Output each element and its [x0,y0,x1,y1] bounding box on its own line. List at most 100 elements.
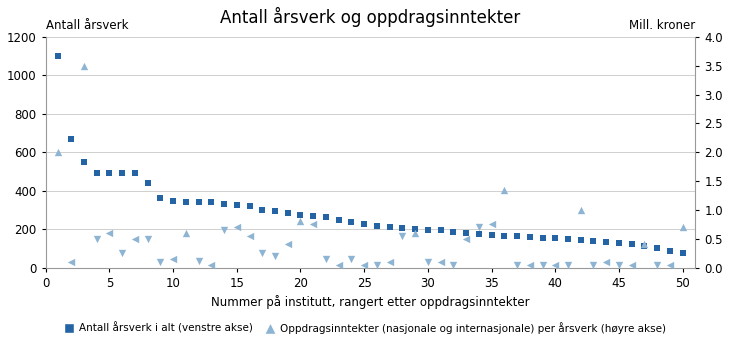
Point [371,262,383,268]
Point [588,262,599,268]
Point [435,259,447,264]
Point [116,170,128,176]
Point [295,219,307,224]
Point [511,233,523,239]
Point [677,224,688,230]
Point [256,250,268,256]
Point [499,233,510,239]
Point [575,207,587,213]
Point [307,222,319,227]
Point [639,242,650,247]
Point [485,222,497,227]
Point [562,262,574,268]
Point [116,250,128,256]
Point [218,201,230,207]
Point [53,54,64,59]
Title: Antall årsverk og oppdragsinntekter: Antall årsverk og oppdragsinntekter [220,7,520,27]
Point [78,159,90,165]
Point [104,230,115,236]
Point [345,220,357,225]
Point [664,262,676,268]
Point [677,250,688,256]
Point [167,256,179,262]
Point [626,242,637,247]
Point [180,230,192,236]
Point [639,244,650,249]
Point [358,262,370,268]
Point [142,180,153,186]
Point [410,230,421,236]
Point [78,63,90,69]
Point [129,170,141,176]
Point [422,259,434,264]
Point [562,236,574,241]
Point [473,231,485,237]
Point [333,218,345,223]
Point [422,227,434,233]
Point [626,262,637,268]
Point [524,234,536,239]
Point [575,237,587,243]
Point [473,224,485,230]
Point [550,262,561,268]
Legend: Antall årsverk i alt (venstre akse), Oppdragsinntekter (nasjonale og internasjon: Antall årsverk i alt (venstre akse), Opp… [60,318,670,338]
Point [613,240,625,245]
Point [193,199,204,205]
Point [447,229,459,235]
Point [231,202,242,208]
Point [218,227,230,233]
Point [320,256,332,262]
Point [155,196,166,201]
Point [435,227,447,233]
Point [460,230,472,236]
Point [205,199,217,205]
Point [91,170,102,176]
Point [664,248,676,254]
Point [244,233,256,239]
Point [269,253,281,259]
Point [91,236,102,241]
Point [320,214,332,220]
Point [396,225,408,231]
Point [155,259,166,264]
Point [613,262,625,268]
Point [410,226,421,232]
Point [485,232,497,238]
Point [396,233,408,239]
Point [167,199,179,204]
Point [651,246,663,251]
Point [66,259,77,264]
Point [550,235,561,240]
Point [371,224,383,229]
Point [384,259,396,264]
X-axis label: Nummer på institutt, rangert etter oppdragsinntekter: Nummer på institutt, rangert etter oppdr… [211,295,530,309]
Point [447,262,459,268]
Point [651,262,663,268]
Text: Mill. kroner: Mill. kroner [629,19,696,32]
Point [205,262,217,268]
Point [142,236,153,241]
Point [53,150,64,155]
Point [384,224,396,230]
Point [358,222,370,227]
Point [307,213,319,218]
Point [588,238,599,244]
Point [499,187,510,192]
Point [104,170,115,176]
Point [333,262,345,268]
Point [511,262,523,268]
Point [524,262,536,268]
Point [345,256,357,262]
Point [460,236,472,241]
Point [537,235,548,240]
Point [282,242,293,247]
Point [66,136,77,142]
Point [256,207,268,213]
Point [600,259,612,264]
Point [193,258,204,263]
Point [231,224,242,230]
Point [244,203,256,209]
Point [269,208,281,214]
Point [295,212,307,217]
Point [600,239,612,244]
